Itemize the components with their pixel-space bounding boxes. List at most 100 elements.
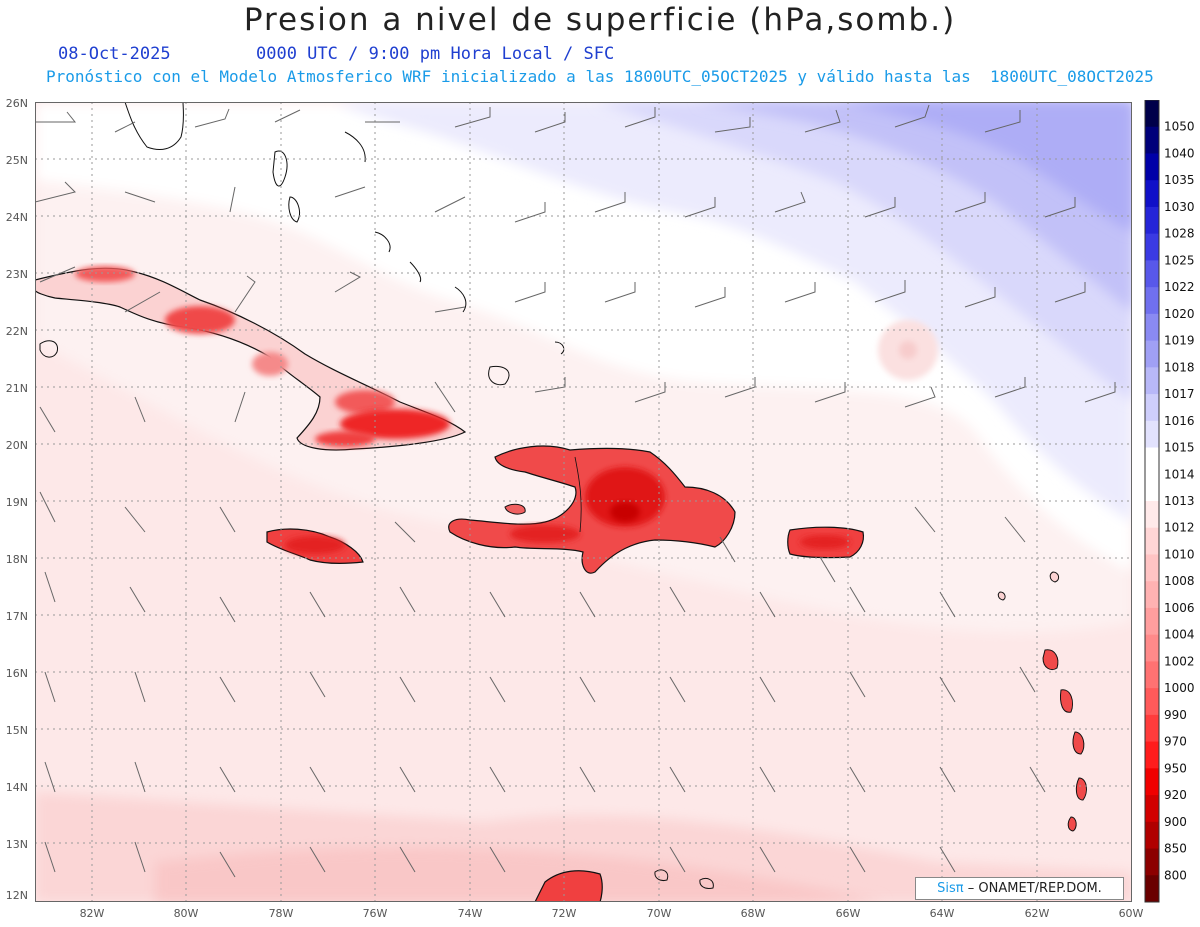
valid-time: 0000 UTC / 9:00 pm Hora Local / SFC [256, 44, 615, 64]
colorbar-label: 1006 [1164, 601, 1195, 615]
colorbar-swatch [1145, 340, 1159, 368]
lon-label: 64W [930, 907, 955, 920]
colorbar-label: 850 [1164, 842, 1187, 856]
lat-label: 20N [6, 439, 28, 452]
colorbar-swatch [1145, 233, 1159, 261]
lat-label: 14N [6, 781, 28, 794]
model-info: Pronóstico con el Modelo Atmosferico WRF… [46, 67, 1154, 86]
colorbar-swatch [1145, 527, 1159, 555]
longitude-axis: 82W 80W 78W 76W 74W 72W 70W 68W 66W 64W … [80, 907, 1144, 920]
lon-label: 70W [647, 907, 672, 920]
colorbar-label: 1012 [1164, 521, 1195, 535]
lat-label: 15N [6, 724, 28, 737]
colorbar-label: 990 [1164, 708, 1187, 722]
colorbar-swatch [1145, 153, 1159, 181]
wind-barbs [35, 104, 1116, 878]
colorbar-label: 950 [1164, 761, 1187, 775]
lat-label: 18N [6, 553, 28, 566]
colorbar-label: 1002 [1164, 654, 1195, 668]
colorbar-label: 1019 [1164, 334, 1195, 348]
colorbar-label: 1050 [1164, 120, 1195, 134]
colorbar-label: 1013 [1164, 494, 1195, 508]
colorbar-label: 1040 [1164, 146, 1195, 160]
colorbar-label: 1025 [1164, 253, 1195, 267]
colorbar-label: 1035 [1164, 173, 1195, 187]
credit-box: Sisπ – ONAMET/REP.DOM. [915, 877, 1124, 900]
colorbar-label: 1017 [1164, 387, 1195, 401]
colorbar-swatch [1145, 688, 1159, 716]
colorbar-swatch [1145, 313, 1159, 342]
colorbar-swatch [1145, 394, 1159, 422]
lon-label: 66W [836, 907, 861, 920]
lat-label: 21N [6, 382, 28, 395]
colorbar-label: 800 [1164, 868, 1187, 882]
colorbar-swatch [1145, 741, 1159, 769]
colorbar-swatch [1145, 875, 1159, 903]
colorbar-swatch [1145, 180, 1159, 208]
lat-label: 26N [6, 97, 28, 110]
lon-label: 62W [1025, 907, 1050, 920]
colorbar-swatch [1145, 821, 1159, 850]
colorbar-label: 1018 [1164, 360, 1195, 374]
colorbar: 1050 1040 1035 1030 1028 1025 1022 1020 1019 1018… [1144, 100, 1195, 903]
hispaniola [448, 445, 736, 574]
credit-text: – ONAMET/REP.DOM. [967, 881, 1102, 896]
colorbar-label: 1022 [1164, 280, 1195, 294]
lon-label: 74W [458, 907, 483, 920]
lon-label: 80W [174, 907, 199, 920]
lon-label: 82W [80, 907, 105, 920]
lat-label: 13N [6, 838, 28, 851]
lat-label: 24N [6, 211, 28, 224]
colorbar-label: 1028 [1164, 227, 1195, 241]
florida-bahamas [124, 102, 565, 386]
lon-label: 68W [741, 907, 766, 920]
lon-label: 76W [363, 907, 388, 920]
map-title: Presion a nivel de superficie (hPa,somb.… [243, 2, 957, 38]
colorbar-swatch [1145, 768, 1159, 796]
lat-label: 16N [6, 667, 28, 680]
graticule [35, 102, 1132, 902]
colorbar-swatch [1145, 501, 1159, 529]
lat-label: 23N [6, 268, 28, 281]
lesser-antilles [997, 571, 1087, 832]
lat-label: 25N [6, 154, 28, 167]
pressure-map [35, 102, 1132, 902]
colorbar-swatch [1145, 581, 1159, 609]
lat-label: 22N [6, 325, 28, 338]
colorbar-label: 1015 [1164, 441, 1195, 455]
colorbar-label: 1000 [1164, 681, 1195, 695]
colorbar-label: 1010 [1164, 547, 1195, 561]
forecast-date: 08-Oct-2025 [58, 44, 171, 64]
colorbar-label: 1016 [1164, 414, 1195, 428]
colorbar-label: 1030 [1164, 200, 1195, 214]
colorbar-swatch [1145, 367, 1159, 395]
colorbar-label: 1014 [1164, 467, 1195, 481]
colorbar-label: 920 [1164, 788, 1187, 802]
lat-label: 19N [6, 496, 28, 509]
colorbar-swatch [1145, 260, 1159, 288]
colorbar-label: 1008 [1164, 574, 1195, 588]
sispi-logo: Sisπ [937, 881, 964, 896]
colorbar-label: 970 [1164, 735, 1187, 749]
colorbar-label: 1004 [1164, 628, 1195, 642]
colorbar-swatch [1145, 126, 1159, 154]
colorbar-frame [1144, 100, 1160, 903]
jamaica [266, 528, 364, 564]
colorbar-swatch [1145, 607, 1159, 636]
puerto-rico [787, 526, 865, 559]
colorbar-swatch [1145, 634, 1159, 662]
colorbar-swatch [1145, 795, 1159, 823]
colorbar-label: 900 [1164, 815, 1187, 829]
lat-label: 12N [6, 889, 28, 902]
latitude-axis: 26N 25N 24N 23N 22N 21N 20N 19N 18N 17N … [6, 97, 28, 902]
colorbar-swatch [1145, 100, 1159, 128]
colorbar-label: 1020 [1164, 307, 1195, 321]
lon-label: 60W [1119, 907, 1144, 920]
lat-label: 17N [6, 610, 28, 623]
lon-label: 72W [552, 907, 577, 920]
colorbar-swatch [1145, 287, 1159, 315]
colorbar-swatch [1145, 848, 1159, 876]
colorbar-swatch [1145, 554, 1159, 582]
colorbar-swatch [1145, 661, 1159, 689]
colorbar-swatch [1145, 206, 1159, 235]
